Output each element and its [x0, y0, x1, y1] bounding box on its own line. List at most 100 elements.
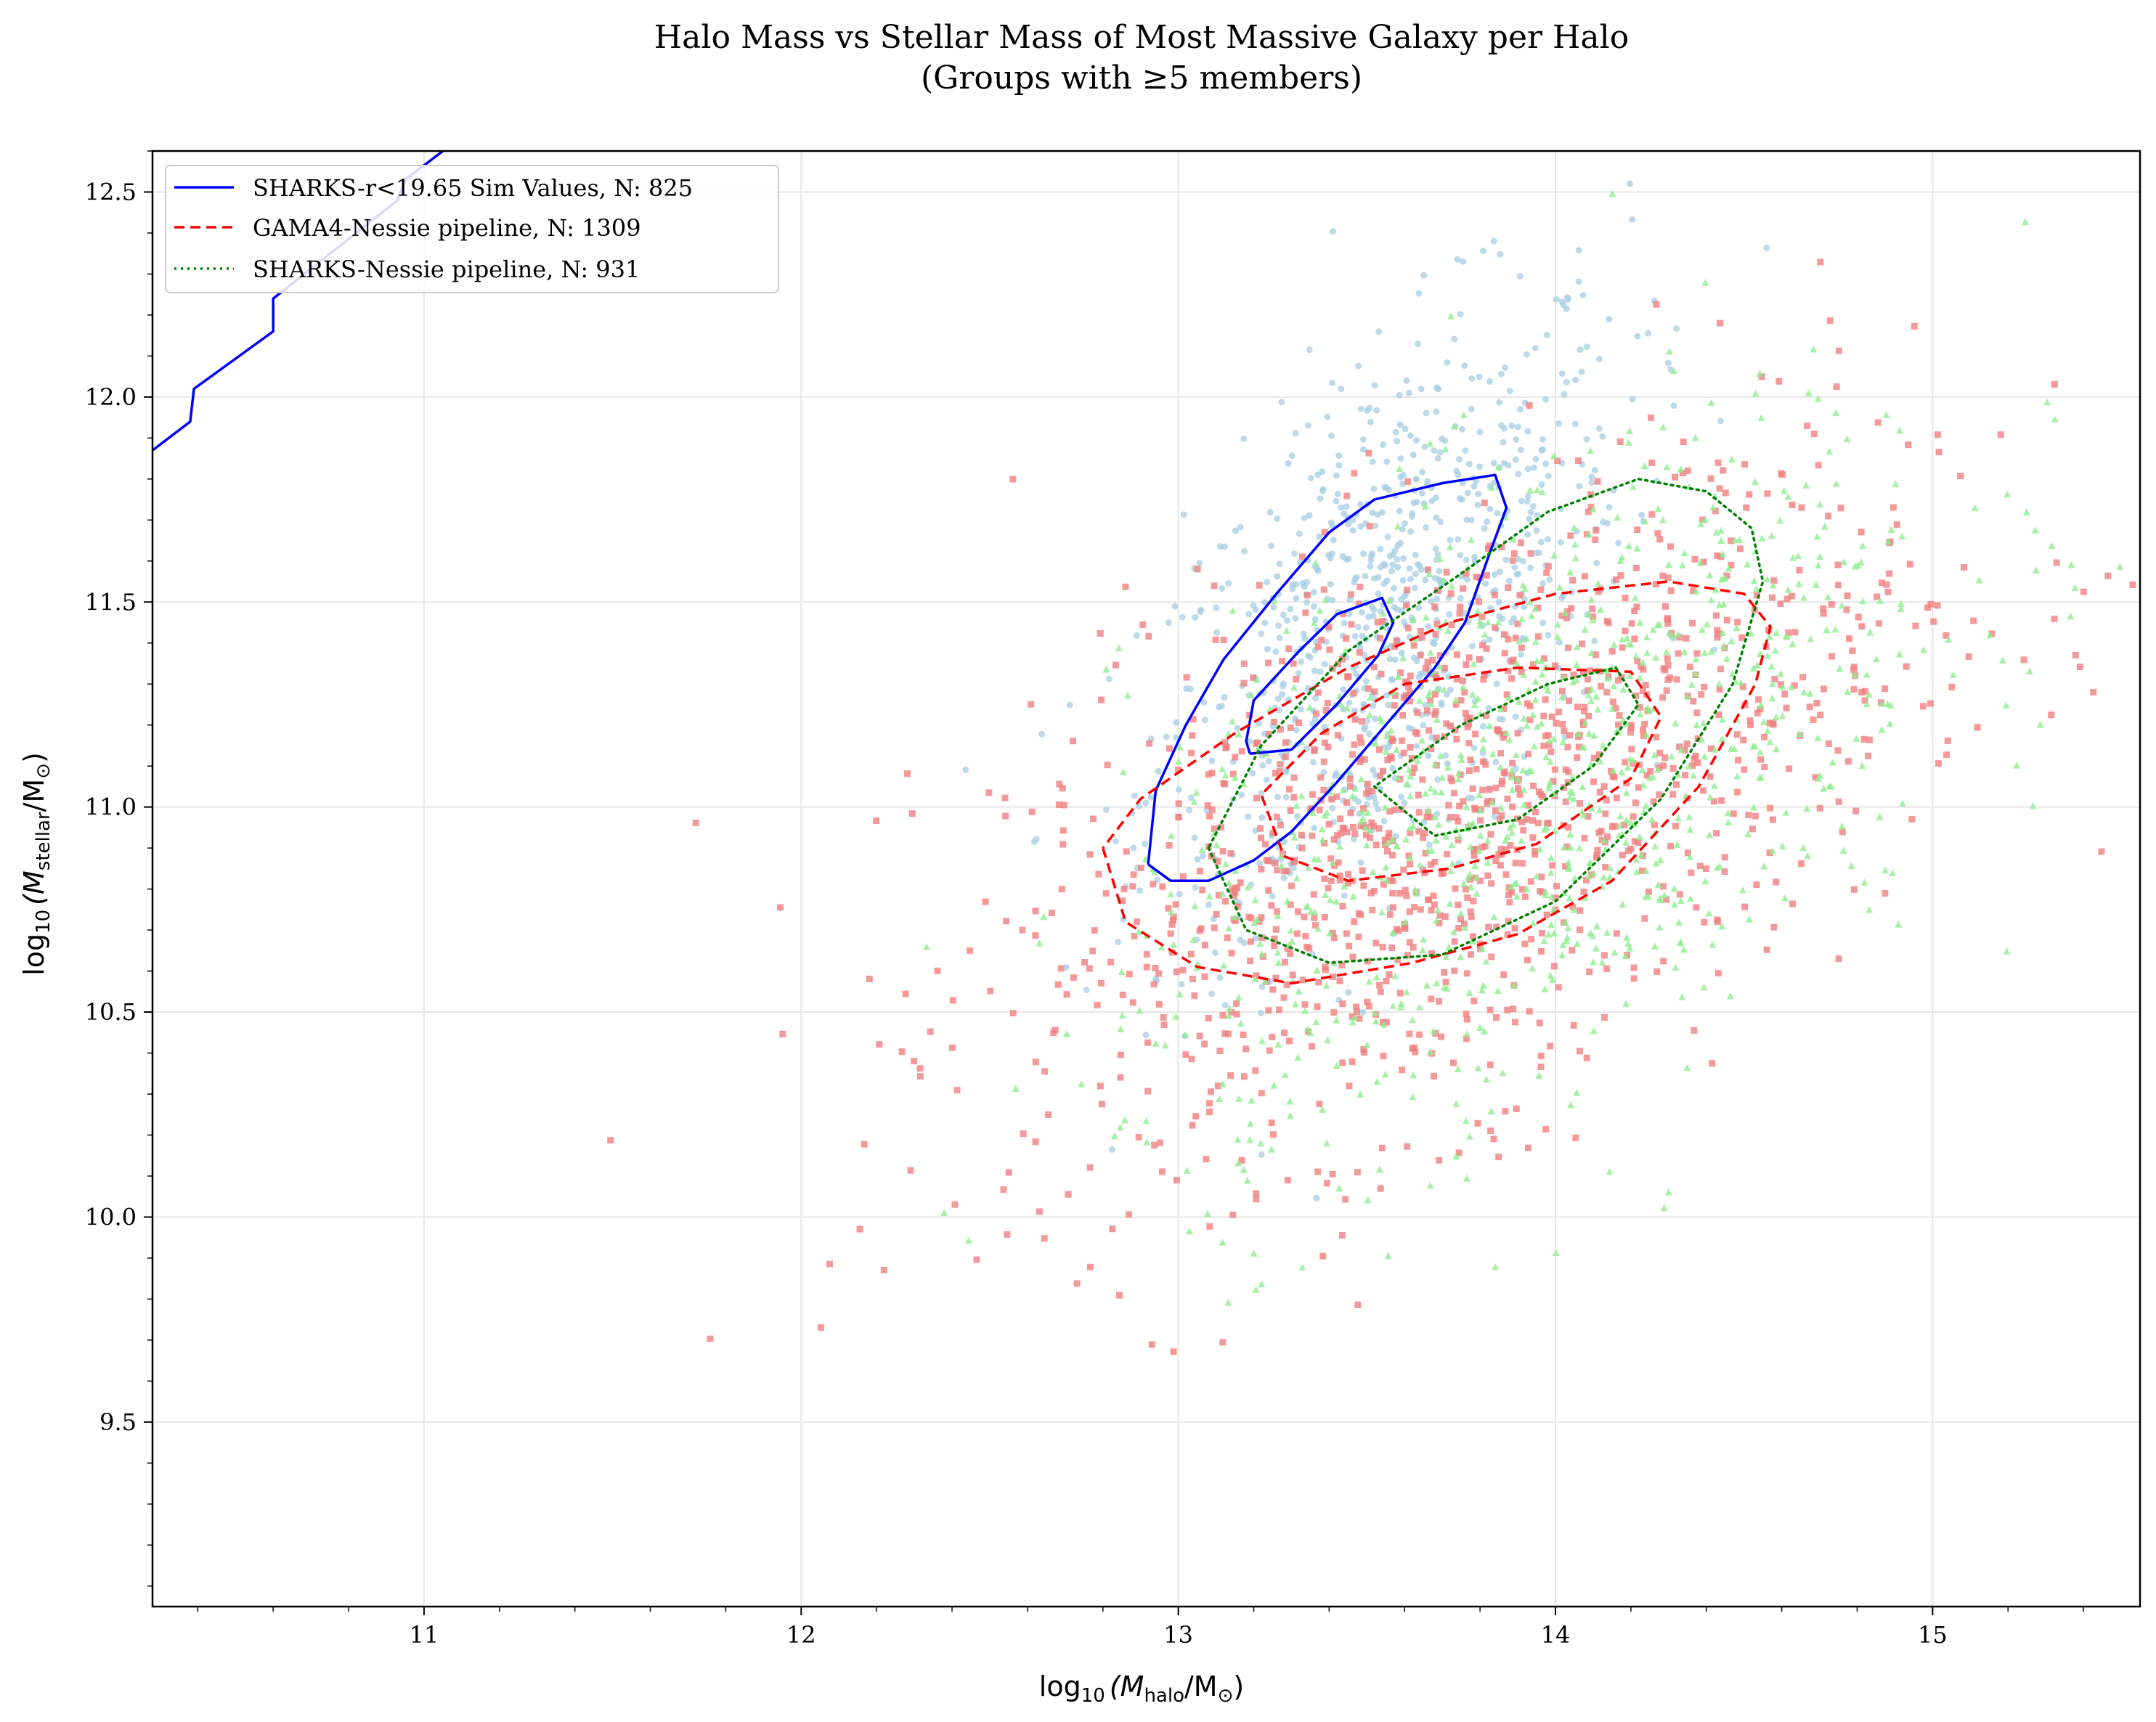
scatter-point	[1416, 562, 1423, 569]
scatter-point	[1375, 746, 1383, 753]
scatter-point	[1455, 924, 1463, 931]
scatter-point	[1784, 493, 1792, 500]
scatter-point	[1799, 844, 1807, 852]
scatter-point	[1396, 989, 1404, 997]
scatter-point	[1221, 694, 1228, 701]
scatter-point	[1988, 630, 1996, 637]
scatter-point	[1447, 722, 1454, 730]
scatter-point	[1347, 591, 1354, 598]
scatter-point	[1452, 696, 1460, 703]
scatter-point	[1669, 791, 1677, 798]
scatter-point	[1145, 632, 1152, 640]
scatter-point	[1444, 851, 1451, 858]
scatter-point	[1221, 1002, 1229, 1009]
scatter-point	[1107, 958, 1114, 966]
scatter-point	[1672, 823, 1679, 830]
scatter-point	[1117, 1074, 1124, 1081]
scatter-point	[1623, 934, 1631, 942]
scatter-point	[1200, 699, 1208, 706]
scatter-point	[1415, 828, 1423, 835]
scatter-point	[1178, 981, 1185, 988]
scatter-point	[1313, 966, 1321, 974]
scatter-point	[1003, 918, 1010, 925]
scatter-point	[1528, 936, 1535, 943]
scatter-point	[1181, 1031, 1189, 1038]
scatter-point	[1344, 673, 1351, 680]
scatter-point	[1518, 644, 1525, 651]
scatter-point	[1216, 974, 1224, 982]
scatter-point	[1360, 805, 1367, 812]
scatter-point	[1378, 1144, 1386, 1151]
scatter-point	[1284, 1177, 1291, 1184]
scatter-point	[1721, 854, 1728, 861]
scatter-point	[1341, 619, 1348, 627]
scatter-point	[1188, 1056, 1195, 1063]
scatter-point	[1505, 577, 1513, 584]
scatter-point	[1399, 653, 1407, 661]
scatter-point	[1388, 836, 1396, 843]
scatter-point	[1318, 825, 1326, 833]
scatter-point	[1730, 810, 1737, 817]
scatter-point	[1656, 923, 1664, 931]
scatter-point	[1423, 613, 1431, 621]
scatter-point	[1311, 855, 1319, 862]
scatter-point	[1333, 1016, 1341, 1024]
scatter-point	[1247, 938, 1254, 945]
scatter-point	[1431, 1072, 1438, 1080]
scatter-point	[1623, 780, 1630, 787]
scatter-point	[1722, 655, 1730, 662]
scatter-point	[1606, 864, 1614, 872]
scatter-point	[1553, 883, 1561, 890]
scatter-point	[1693, 904, 1700, 911]
scatter-point	[1219, 1339, 1227, 1346]
scatter-point	[1336, 876, 1343, 884]
scatter-point	[1524, 465, 1531, 473]
scatter-point	[1780, 486, 1788, 494]
scatter-point	[1562, 798, 1569, 805]
scatter-point	[1858, 688, 1866, 695]
scatter-point	[1258, 1280, 1266, 1288]
scatter-point	[1874, 593, 1881, 600]
scatter-point	[1562, 862, 1569, 870]
scatter-point	[1129, 883, 1136, 890]
scatter-point	[1650, 798, 1657, 805]
scatter-point	[1526, 402, 1533, 409]
scatter-point	[1385, 834, 1392, 841]
scatter-point	[1717, 666, 1724, 673]
scatter-point	[1735, 756, 1742, 764]
scatter-point	[1638, 867, 1646, 874]
scatter-point	[1564, 779, 1571, 786]
scatter-point	[1680, 945, 1688, 953]
scatter-point	[1726, 992, 1734, 1000]
scatter-point	[1533, 872, 1541, 880]
scatter-point	[1306, 944, 1313, 952]
scatter-point	[1413, 730, 1420, 737]
scatter-point	[1386, 971, 1393, 978]
scatter-point	[1693, 650, 1701, 657]
scatter-point	[1302, 609, 1309, 616]
scatter-point	[1258, 630, 1265, 637]
scatter-point	[1309, 832, 1316, 839]
scatter-point	[1667, 543, 1674, 550]
scatter-point	[1593, 922, 1601, 930]
scatter-point	[1633, 868, 1641, 876]
scatter-point	[1595, 356, 1603, 363]
scatter-point	[1832, 409, 1840, 417]
scatter-point	[1012, 1085, 1020, 1093]
scatter-point	[1391, 807, 1398, 814]
scatter-point	[1258, 1151, 1265, 1158]
x-tick-label: 13	[1163, 1621, 1193, 1649]
scatter-point	[1686, 825, 1694, 833]
scatter-point	[1310, 891, 1317, 898]
scatter-point	[1476, 373, 1483, 380]
scatter-point	[1638, 766, 1646, 774]
scatter-point	[1264, 659, 1272, 666]
scatter-point	[1707, 596, 1715, 603]
scatter-point	[1844, 687, 1852, 695]
scatter-point	[1656, 764, 1663, 772]
scatter-point	[1335, 1184, 1343, 1192]
scatter-point	[1429, 656, 1436, 664]
scatter-point	[1816, 804, 1823, 812]
scatter-point	[1770, 721, 1777, 728]
scatter-point	[1274, 622, 1282, 629]
